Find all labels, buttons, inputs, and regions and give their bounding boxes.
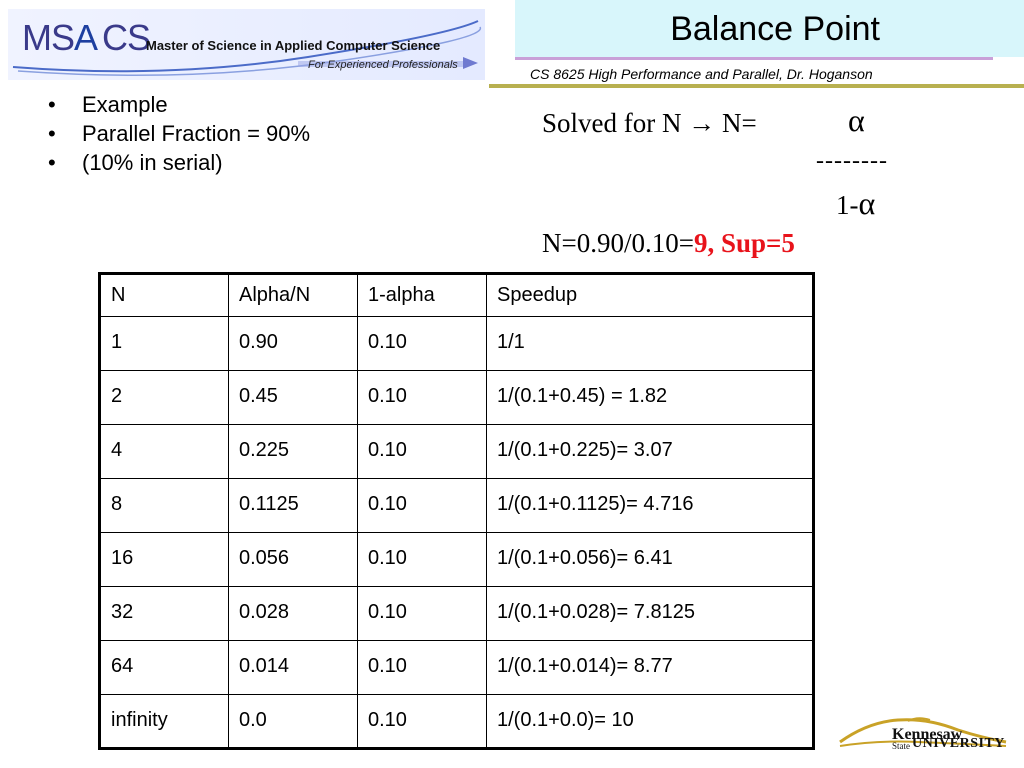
bullet-item: (10% in serial): [48, 148, 310, 177]
table-cell: 1/(0.1+0.1125)= 4.716: [486, 478, 814, 533]
formula-solved: Solved for N → N=: [542, 108, 757, 138]
table-cell: 0.028: [228, 586, 358, 641]
table-cell: 1/(0.1+0.028)= 7.8125: [486, 586, 814, 641]
table-cell: 0.0: [228, 694, 358, 749]
table-cell: infinity: [99, 694, 229, 749]
speedup-table: N Alpha/N 1-alpha Speedup 1 0.90 0.10 1/…: [98, 272, 815, 750]
bullet-item: Parallel Fraction = 90%: [48, 119, 310, 148]
table-cell: 0.014: [228, 640, 358, 695]
logo-program-name: Master of Science in Applied Computer Sc…: [146, 38, 441, 53]
table-row: 16 0.056 0.10 1/(0.1+0.056)= 6.41: [99, 532, 814, 587]
arrow-icon: →: [688, 108, 716, 138]
bullet-item: Example: [48, 90, 310, 119]
table-header: Alpha/N: [228, 273, 358, 317]
kennesaw-state-logo: Kennesaw State UNIVERSITY: [838, 712, 1008, 752]
table-cell: 0.10: [357, 694, 487, 749]
table-cell: 0.10: [357, 370, 487, 425]
table-row: 4 0.225 0.10 1/(0.1+0.225)= 3.07: [99, 424, 814, 479]
formula-fraction-bar: --------: [816, 148, 888, 174]
table-cell: 0.056: [228, 532, 358, 587]
slide-title: Balance Point: [670, 10, 880, 48]
table-header-row: N Alpha/N 1-alpha Speedup: [99, 273, 814, 317]
table-header: 1-alpha: [357, 273, 487, 317]
table-cell: 1/1: [486, 316, 814, 371]
table-row: infinity 0.0 0.10 1/(0.1+0.0)= 10: [99, 694, 814, 749]
bullet-list: Example Parallel Fraction = 90% (10% in …: [48, 90, 310, 177]
table-cell: 1: [99, 316, 229, 371]
table-cell: 8: [99, 478, 229, 533]
table-cell: 0.225: [228, 424, 358, 479]
table-row: 8 0.1125 0.10 1/(0.1+0.1125)= 4.716: [99, 478, 814, 533]
table-cell: 1/(0.1+0.225)= 3.07: [486, 424, 814, 479]
table-cell: 0.1125: [228, 478, 358, 533]
formula-result: N=0.90/0.10=9, Sup=5: [542, 228, 795, 258]
mountain-icon: [839, 717, 1007, 747]
table-cell: 16: [99, 532, 229, 587]
logo-ms: MSA: [22, 17, 98, 58]
table-cell: 1/(0.1+0.014)= 8.77: [486, 640, 814, 695]
table-header: N: [99, 273, 229, 317]
table-cell: 1/(0.1+0.056)= 6.41: [486, 532, 814, 587]
table-cell: 64: [99, 640, 229, 695]
formula-denominator: 1-α: [836, 185, 876, 221]
title-rule: [515, 57, 993, 60]
table-header: Speedup: [486, 273, 814, 317]
logo-swoosh-icon: [12, 20, 482, 76]
table-row: 1 0.90 0.10 1/1: [99, 316, 814, 371]
table-cell: 1/(0.1+0.45) = 1.82: [486, 370, 814, 425]
table-row: 2 0.45 0.10 1/(0.1+0.45) = 1.82: [99, 370, 814, 425]
table-cell: 0.10: [357, 532, 487, 587]
table-cell: 0.10: [357, 424, 487, 479]
table-cell: 4: [99, 424, 229, 479]
table-cell: 0.90: [228, 316, 358, 371]
formula-numerator: α: [848, 102, 865, 138]
title-box: Balance Point: [515, 0, 1024, 57]
table-row: 64 0.014 0.10 1/(0.1+0.014)= 8.77: [99, 640, 814, 695]
formula-result-highlight: 9, Sup=5: [693, 228, 795, 258]
table-cell: 0.10: [357, 586, 487, 641]
table-cell: 1/(0.1+0.0)= 10: [486, 694, 814, 749]
table-cell: 32: [99, 586, 229, 641]
table-cell: 0.10: [357, 316, 487, 371]
table-cell: 0.45: [228, 370, 358, 425]
course-name: CS 8625 High Performance and Parallel, D…: [530, 66, 873, 82]
table-row: 32 0.028 0.10 1/(0.1+0.028)= 7.8125: [99, 586, 814, 641]
msacs-logo: MSA CS Master of Science in Applied Comp…: [8, 9, 485, 80]
logo-tagline: For Experienced Professionals: [308, 59, 458, 71]
header-divider: [489, 84, 1024, 88]
table-cell: 2: [99, 370, 229, 425]
logo-cs: CS: [102, 17, 151, 58]
table-cell: 0.10: [357, 640, 487, 695]
table-cell: 0.10: [357, 478, 487, 533]
